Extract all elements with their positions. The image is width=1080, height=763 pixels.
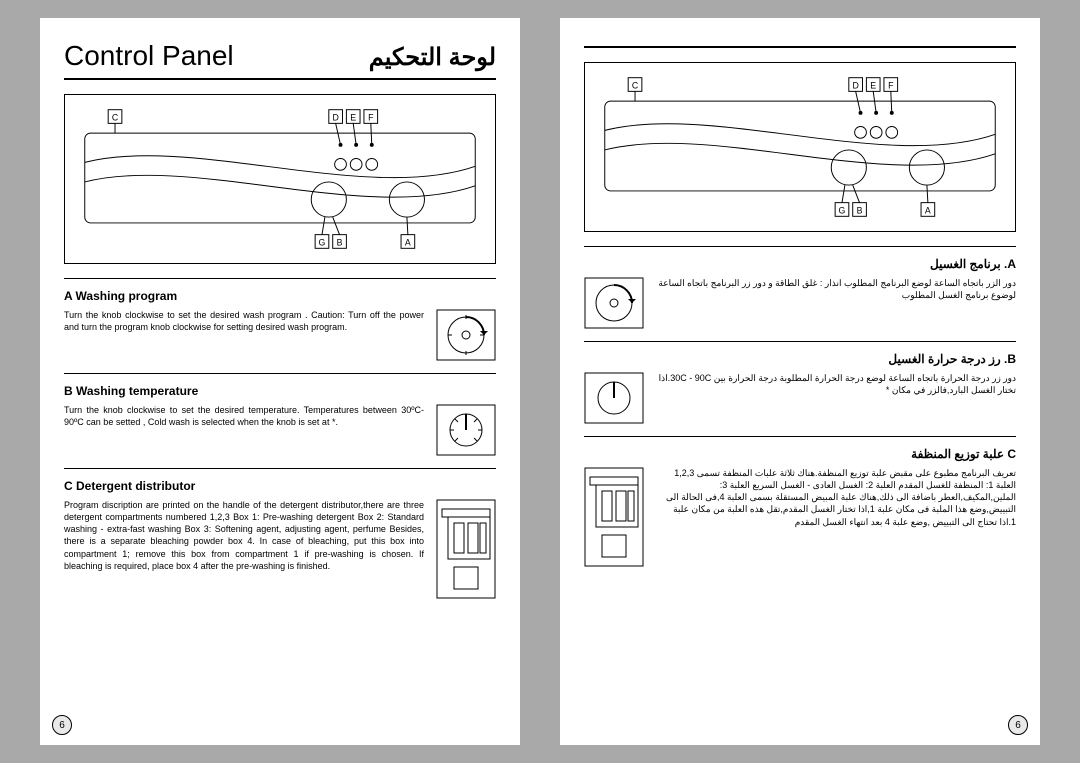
section-a-body: Turn the knob clockwise to set the desir…: [64, 309, 424, 333]
svg-text:F: F: [888, 80, 893, 90]
section-b-body-ar: دور زر درجة الحرارة باتجاه الساعة لوضع د…: [656, 372, 1016, 396]
section-a: A Washing program Turn the knob clockwis…: [64, 278, 496, 373]
callout-f: F: [368, 112, 373, 122]
section-b-head-ar: B. رز درجة حرارة الغسيل: [584, 352, 1016, 366]
control-panel-diagram-ar: C D E F G B A: [584, 62, 1016, 232]
section-c-body-ar: تعريف البرنامج مطبوع على مقبض علبة توزيع…: [656, 467, 1016, 528]
title-arabic: لوحة التحكيم: [369, 43, 496, 72]
knob-b-icon: [436, 404, 496, 456]
page-left: Control Panel لوحة التحكيم: [40, 18, 520, 745]
sections-ar: A. برنامج الغسيل دور الزر باتجاه الساعة …: [584, 246, 1016, 579]
section-c-ar: C علبة توزيع المنظفة تعريف البرنامج مطبو…: [584, 436, 1016, 579]
section-a-head: A Washing program: [64, 289, 496, 303]
svg-text:A: A: [925, 205, 931, 215]
sections-en: A Washing program Turn the knob clockwis…: [64, 278, 496, 611]
svg-text:D: D: [852, 80, 858, 90]
callout-e: E: [350, 112, 356, 122]
page-number-left: 6: [52, 715, 72, 735]
section-c: C Detergent distributor Program discript…: [64, 468, 496, 611]
knob-a-icon: [436, 309, 496, 361]
callout-g: G: [319, 237, 326, 247]
page-right: C D E F G B A: [560, 18, 1040, 745]
dispenser-icon-ar: [584, 467, 644, 567]
title-english: Control Panel: [64, 40, 234, 72]
section-b-ar: B. رز درجة حرارة الغسيل دور زر درجة الحر…: [584, 341, 1016, 436]
section-b: B Washing temperature Turn the knob cloc…: [64, 373, 496, 468]
page-number-right: 6: [1008, 715, 1028, 735]
section-b-head: B Washing temperature: [64, 384, 496, 398]
svg-text:E: E: [870, 80, 876, 90]
callout-a: A: [405, 237, 411, 247]
title-row: Control Panel لوحة التحكيم: [64, 40, 496, 80]
callout-b: B: [337, 237, 343, 247]
section-c-body: Program discription are printed on the h…: [64, 499, 424, 572]
panel-svg-ar: C D E F G B A: [595, 71, 1005, 223]
section-a-head-ar: A. برنامج الغسيل: [584, 257, 1016, 271]
svg-text:G: G: [839, 205, 846, 215]
svg-text:B: B: [857, 205, 863, 215]
knob-a-icon-ar: [584, 277, 644, 329]
callout-d: D: [332, 112, 338, 122]
section-b-body: Turn the knob clockwise to set the desir…: [64, 404, 424, 428]
title-row-ar: [584, 40, 1016, 48]
knob-b-icon-ar: [584, 372, 644, 424]
panel-svg: C D E F G B A: [75, 103, 485, 255]
section-c-head: C Detergent distributor: [64, 479, 496, 493]
section-a-ar: A. برنامج الغسيل دور الزر باتجاه الساعة …: [584, 246, 1016, 341]
section-a-body-ar: دور الزر باتجاه الساعة لوضع البرنامج الم…: [656, 277, 1016, 301]
control-panel-diagram: C D E F G B A: [64, 94, 496, 264]
svg-text:C: C: [632, 80, 638, 90]
dispenser-icon: [436, 499, 496, 599]
section-c-head-ar: C علبة توزيع المنظفة: [584, 447, 1016, 461]
callout-c: C: [112, 112, 118, 122]
page-spread: Control Panel لوحة التحكيم: [0, 0, 1080, 763]
